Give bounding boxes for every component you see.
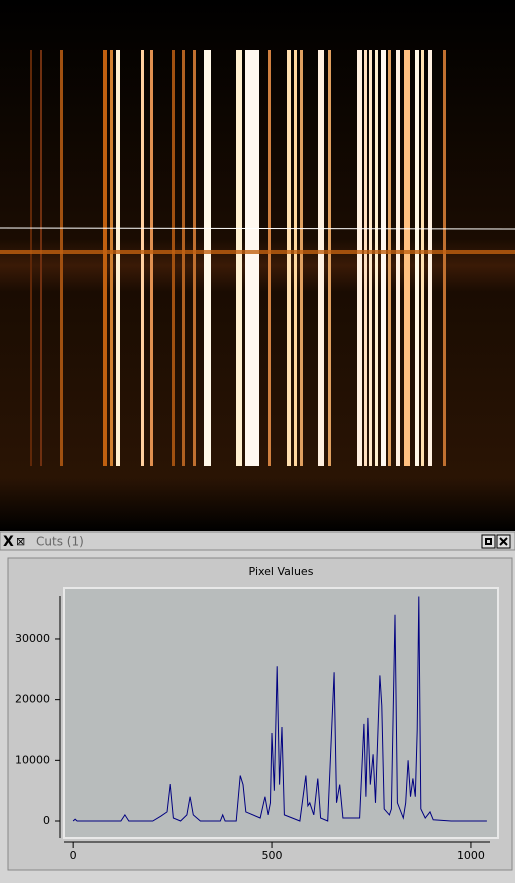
x-tick-label: 500 xyxy=(262,849,283,862)
close-icon xyxy=(499,537,508,546)
maximize-button[interactable] xyxy=(481,534,496,549)
y-tick-label: 10000 xyxy=(15,753,50,766)
data-line xyxy=(72,596,487,822)
maximize-icon xyxy=(485,538,492,545)
x-tick-label: 1000 xyxy=(457,849,485,862)
plot-area xyxy=(63,587,499,839)
menu-icon[interactable]: ⊠ xyxy=(16,535,25,548)
window-title: Cuts (1) xyxy=(36,535,84,549)
app-icon: X xyxy=(3,534,14,550)
window-titlebar: X ⊠ Cuts (1) xyxy=(0,531,515,551)
spectrum-image xyxy=(0,0,515,531)
y-tick-label: 20000 xyxy=(15,693,50,706)
x-tick-label: 0 xyxy=(70,849,77,862)
y-tick-label: 30000 xyxy=(15,632,50,645)
y-tick-label: 0 xyxy=(43,814,50,827)
chart-title: Pixel Values xyxy=(249,565,314,578)
